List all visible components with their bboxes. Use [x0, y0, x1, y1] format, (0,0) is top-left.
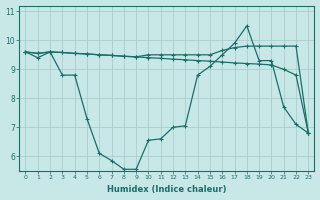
X-axis label: Humidex (Indice chaleur): Humidex (Indice chaleur)	[107, 185, 227, 194]
